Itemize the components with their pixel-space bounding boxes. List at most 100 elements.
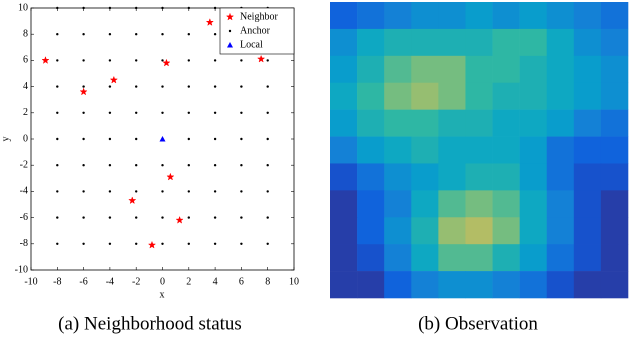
anchor-marker (240, 85, 243, 88)
anchor-marker (108, 137, 112, 141)
legend-label: Neighbor (240, 11, 278, 22)
anchor-marker (56, 242, 59, 245)
heat-cell (330, 55, 358, 84)
anchor-marker (135, 242, 138, 245)
heat-cell (465, 2, 493, 30)
heat-cell (357, 136, 385, 164)
heat-cell (465, 55, 493, 84)
anchor-marker (56, 137, 59, 141)
heat-cell (573, 82, 602, 110)
neighbor-marker (175, 215, 184, 224)
heat-cell (357, 2, 385, 30)
x-tick-label: 8 (265, 276, 270, 287)
heat-cell (438, 217, 466, 245)
heat-cell (519, 82, 548, 110)
heat-cell (411, 190, 439, 218)
neighbor-marker (162, 58, 171, 67)
heat-cell (492, 28, 520, 57)
heat-cell (492, 109, 520, 137)
anchor-marker (187, 216, 190, 219)
heat-cell (573, 190, 602, 218)
anchor-marker (135, 59, 138, 62)
anchor-marker (135, 190, 138, 193)
anchor-marker (187, 85, 190, 88)
heat-cell (330, 136, 358, 164)
anchor-marker (213, 6, 217, 10)
anchor-marker (266, 242, 269, 245)
x-tick-label: -4 (106, 276, 114, 287)
anchor-marker (56, 85, 59, 88)
y-tick-label: 10 (18, 2, 28, 13)
y-tick-label: 2 (23, 107, 28, 118)
heat-cell (384, 217, 412, 245)
heat-cell (573, 271, 602, 299)
anchor-marker (108, 33, 112, 36)
heat-cell (600, 2, 629, 30)
heat-cell (573, 28, 602, 57)
anchor-marker (56, 216, 59, 219)
heat-cell (357, 82, 385, 110)
anchor-marker (82, 85, 85, 88)
anchor-marker (266, 111, 269, 115)
anchor-marker (108, 59, 112, 62)
x-tick-label: 2 (186, 276, 191, 287)
anchor-marker (82, 164, 85, 167)
anchor-marker (213, 242, 217, 245)
anchor-marker (82, 190, 85, 193)
heat-cell (330, 2, 358, 30)
heat-cell (600, 28, 629, 57)
y-axis-label: y (0, 137, 11, 142)
anchor-marker (161, 242, 164, 245)
y-tick-label: -8 (20, 238, 28, 249)
heat-cell (573, 244, 602, 272)
heat-cell (519, 136, 548, 164)
neighbor-marker (79, 87, 88, 96)
y-tick-label: -4 (20, 186, 28, 197)
x-tick-label: -10 (24, 276, 37, 287)
x-tick-label: 10 (289, 276, 299, 287)
heat-cell (519, 217, 548, 245)
anchor-marker (213, 164, 217, 167)
heat-cell (465, 82, 493, 110)
heat-cell (519, 163, 548, 191)
x-tick-label: -8 (53, 276, 61, 287)
anchor-marker (213, 59, 217, 62)
anchor-marker (56, 190, 59, 193)
anchor-marker (213, 190, 217, 193)
anchor-marker (56, 6, 59, 10)
heat-cell (438, 55, 466, 84)
caption: (a) Neighborhood status (58, 313, 242, 334)
anchor-marker (161, 190, 164, 193)
heat-cell (519, 28, 548, 57)
caption: (b) Observation (418, 313, 538, 334)
heat-cell (600, 55, 629, 84)
heat-cell (357, 244, 385, 272)
y-tick-label: -10 (15, 264, 28, 275)
heat-cell (411, 163, 439, 191)
anchor-marker (240, 137, 243, 141)
heat-cell (600, 109, 629, 137)
heat-cell (384, 55, 412, 84)
anchor-marker (187, 59, 190, 62)
anchor-marker (82, 111, 85, 115)
anchor-marker (266, 216, 269, 219)
heat-cell (546, 190, 575, 218)
heat-cell (573, 55, 602, 84)
anchor-marker (82, 6, 85, 10)
y-tick-label: -2 (20, 159, 28, 170)
anchor-marker (187, 242, 190, 245)
heat-cell (438, 109, 466, 137)
anchor-marker (108, 85, 112, 88)
heat-cell (546, 55, 575, 84)
anchor-marker (240, 216, 243, 219)
heat-cell (357, 28, 385, 57)
heat-cell (573, 217, 602, 245)
neighbor-marker (147, 240, 157, 249)
heat-cell (330, 190, 358, 218)
anchor-marker (187, 33, 190, 36)
heat-cell (438, 244, 466, 272)
heat-cell (411, 82, 439, 110)
anchor-marker (82, 33, 85, 36)
anchor-marker (213, 137, 217, 141)
anchor-marker (161, 164, 164, 167)
